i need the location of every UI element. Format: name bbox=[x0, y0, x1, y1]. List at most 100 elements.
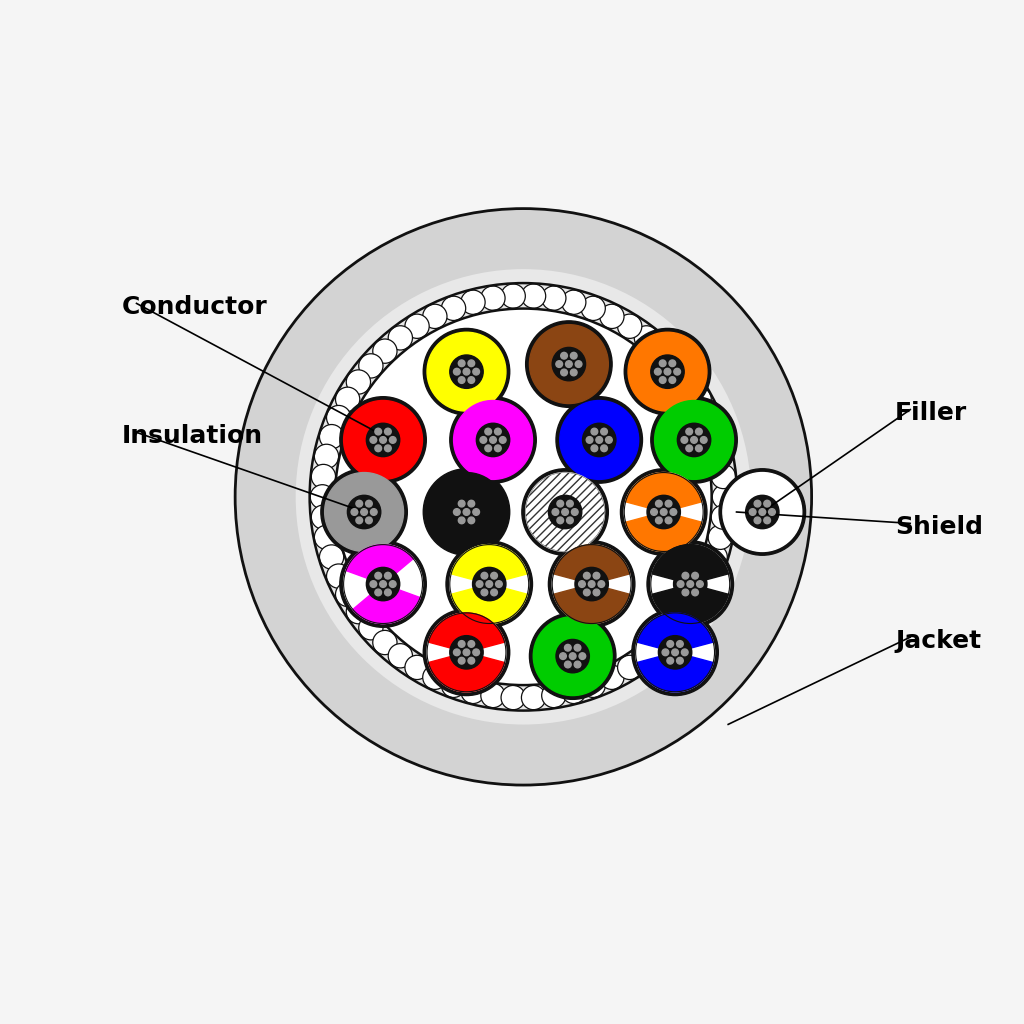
Circle shape bbox=[446, 541, 532, 628]
Circle shape bbox=[581, 296, 605, 321]
Circle shape bbox=[454, 509, 460, 515]
Circle shape bbox=[347, 496, 381, 528]
Circle shape bbox=[385, 572, 391, 579]
Circle shape bbox=[481, 572, 487, 579]
Circle shape bbox=[373, 339, 397, 364]
Wedge shape bbox=[428, 613, 505, 652]
Circle shape bbox=[593, 589, 600, 596]
Circle shape bbox=[598, 581, 604, 588]
Circle shape bbox=[356, 517, 362, 523]
Circle shape bbox=[575, 360, 582, 368]
Circle shape bbox=[676, 370, 700, 394]
Circle shape bbox=[373, 631, 397, 654]
Circle shape bbox=[461, 679, 485, 703]
Circle shape bbox=[501, 284, 525, 308]
Circle shape bbox=[314, 444, 339, 469]
Circle shape bbox=[335, 308, 713, 686]
Circle shape bbox=[650, 339, 674, 364]
Circle shape bbox=[459, 641, 465, 647]
Circle shape bbox=[473, 649, 479, 655]
Circle shape bbox=[650, 631, 674, 654]
Circle shape bbox=[625, 329, 711, 415]
Circle shape bbox=[676, 599, 700, 624]
Circle shape bbox=[472, 567, 506, 601]
Circle shape bbox=[600, 304, 624, 329]
Circle shape bbox=[459, 501, 465, 507]
Circle shape bbox=[561, 369, 567, 376]
Circle shape bbox=[423, 666, 447, 689]
Circle shape bbox=[495, 428, 501, 435]
Circle shape bbox=[529, 613, 615, 699]
Wedge shape bbox=[346, 545, 414, 584]
Circle shape bbox=[388, 326, 413, 350]
Circle shape bbox=[311, 464, 336, 488]
Circle shape bbox=[311, 505, 336, 529]
Circle shape bbox=[669, 360, 676, 367]
Circle shape bbox=[427, 613, 506, 692]
Circle shape bbox=[589, 581, 595, 588]
Wedge shape bbox=[428, 652, 505, 692]
Circle shape bbox=[584, 572, 590, 579]
Circle shape bbox=[659, 360, 666, 367]
Circle shape bbox=[481, 286, 505, 310]
Circle shape bbox=[367, 567, 399, 601]
Text: Jacket: Jacket bbox=[895, 629, 981, 653]
Circle shape bbox=[591, 428, 598, 435]
Circle shape bbox=[569, 652, 577, 659]
Circle shape bbox=[552, 545, 631, 624]
Circle shape bbox=[346, 599, 371, 624]
Circle shape bbox=[667, 641, 674, 647]
Circle shape bbox=[534, 616, 612, 695]
Circle shape bbox=[385, 589, 391, 596]
Circle shape bbox=[468, 501, 475, 507]
Circle shape bbox=[500, 436, 506, 443]
Circle shape bbox=[542, 683, 566, 708]
Circle shape bbox=[686, 445, 692, 452]
Circle shape bbox=[459, 377, 465, 383]
Circle shape bbox=[463, 649, 470, 655]
Circle shape bbox=[647, 541, 733, 628]
Wedge shape bbox=[637, 652, 713, 692]
Circle shape bbox=[570, 369, 578, 376]
Circle shape bbox=[358, 353, 383, 378]
Circle shape bbox=[389, 436, 396, 443]
Circle shape bbox=[691, 436, 697, 443]
Circle shape bbox=[700, 436, 707, 443]
Circle shape bbox=[327, 406, 351, 430]
Circle shape bbox=[695, 428, 702, 435]
Circle shape bbox=[591, 445, 598, 452]
Circle shape bbox=[404, 655, 429, 680]
Wedge shape bbox=[353, 584, 420, 624]
Circle shape bbox=[564, 644, 571, 651]
Circle shape bbox=[468, 657, 475, 664]
Circle shape bbox=[596, 436, 602, 443]
Circle shape bbox=[655, 501, 663, 507]
Circle shape bbox=[385, 445, 391, 452]
Circle shape bbox=[450, 496, 483, 528]
Circle shape bbox=[522, 469, 608, 555]
Circle shape bbox=[327, 564, 351, 588]
Circle shape bbox=[634, 644, 658, 668]
Circle shape bbox=[480, 436, 486, 443]
Circle shape bbox=[754, 501, 761, 507]
Circle shape bbox=[340, 396, 426, 483]
Circle shape bbox=[459, 657, 465, 664]
Circle shape bbox=[723, 472, 802, 552]
Wedge shape bbox=[637, 613, 713, 652]
Circle shape bbox=[375, 428, 382, 435]
Circle shape bbox=[634, 326, 658, 350]
Circle shape bbox=[521, 685, 546, 710]
Circle shape bbox=[549, 541, 635, 628]
Circle shape bbox=[358, 615, 383, 640]
Circle shape bbox=[525, 321, 612, 408]
Circle shape bbox=[677, 581, 684, 588]
Circle shape bbox=[660, 509, 667, 515]
Circle shape bbox=[367, 423, 399, 457]
Circle shape bbox=[321, 469, 408, 555]
Circle shape bbox=[375, 445, 382, 452]
Circle shape bbox=[677, 657, 683, 664]
Circle shape bbox=[659, 377, 666, 383]
Circle shape bbox=[404, 314, 429, 338]
Circle shape bbox=[696, 581, 703, 588]
Circle shape bbox=[663, 649, 669, 655]
